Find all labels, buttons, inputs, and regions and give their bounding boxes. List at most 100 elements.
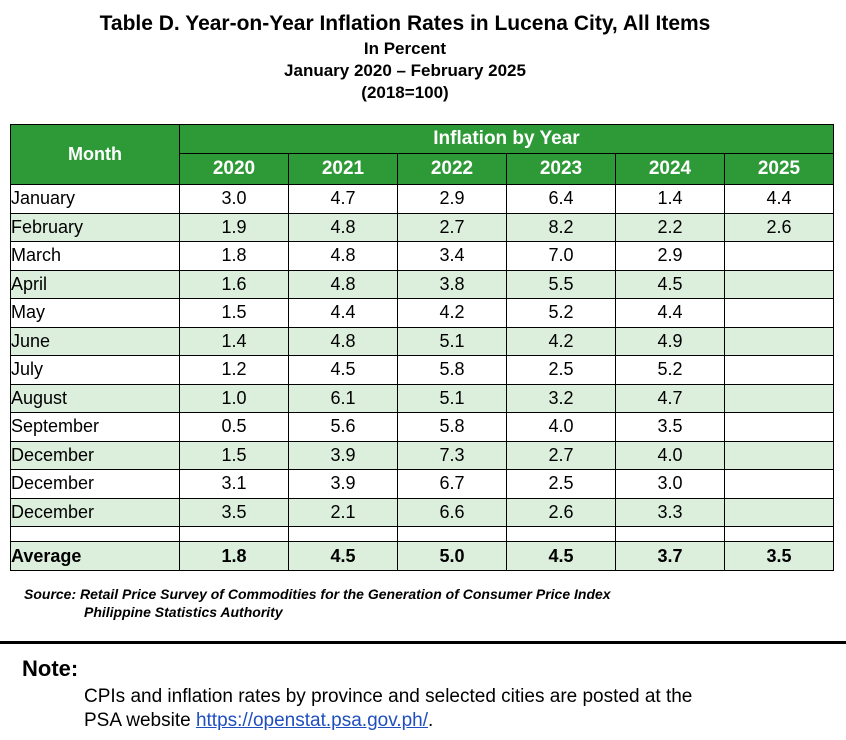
value-cell: 4.8 (288, 241, 398, 271)
value-cell: 3.9 (288, 469, 398, 499)
value-cell: 5.5 (506, 269, 616, 299)
month-cell: January (10, 184, 180, 214)
value-cell: 1.2 (179, 355, 289, 385)
value-cell: 2.2 (615, 212, 725, 242)
table-row: February 1.9 4.8 2.7 8.2 2.2 2.6 (10, 212, 834, 242)
average-value-cell: 5.0 (397, 541, 507, 571)
value-cell: 1.5 (179, 440, 289, 470)
table-row: December 3.1 3.9 6.7 2.5 3.0 (10, 469, 834, 499)
average-row: Average 1.8 4.5 5.0 4.5 3.7 3.5 (10, 541, 834, 571)
table-row: August 1.0 6.1 5.1 3.2 4.7 (10, 383, 834, 413)
value-cell: 1.0 (179, 383, 289, 413)
table-row: December 3.5 2.1 6.6 2.6 3.3 (10, 497, 834, 527)
value-cell: 1.6 (179, 269, 289, 299)
value-cell: 6.1 (288, 383, 398, 413)
empty-cell (179, 526, 289, 542)
value-cell: 3.0 (179, 184, 289, 214)
year-header: 2020 (179, 153, 289, 185)
table-subtitle-base: (2018=100) (361, 83, 449, 102)
value-cell: 7.0 (506, 241, 616, 271)
value-cell: 1.5 (179, 298, 289, 328)
empty-cell (724, 526, 834, 542)
month-column-header: Month (10, 124, 180, 185)
average-value-cell: 4.5 (506, 541, 616, 571)
average-value-cell: 3.7 (615, 541, 725, 571)
value-cell: 2.1 (288, 497, 398, 527)
empty-cell (506, 526, 616, 542)
month-cell: August (10, 383, 180, 413)
value-cell: 5.6 (288, 412, 398, 442)
average-value-cell: 1.8 (179, 541, 289, 571)
month-cell: April (10, 269, 180, 299)
value-cell (724, 440, 834, 470)
table-row: March 1.8 4.8 3.4 7.0 2.9 (10, 241, 834, 271)
value-cell: 2.6 (724, 212, 834, 242)
value-cell (724, 469, 834, 499)
note-body: CPIs and inflation rates by province and… (84, 685, 692, 733)
value-cell: 3.2 (506, 383, 616, 413)
value-cell: 4.9 (615, 326, 725, 356)
value-cell (724, 383, 834, 413)
value-cell: 4.5 (615, 269, 725, 299)
value-cell: 2.6 (506, 497, 616, 527)
month-cell: December (10, 469, 180, 499)
month-cell: March (10, 241, 180, 271)
value-cell: 8.2 (506, 212, 616, 242)
note-text-line1: CPIs and inflation rates by province and… (84, 686, 693, 707)
table-row: September 0.5 5.6 5.8 4.0 3.5 (10, 412, 834, 442)
note-text-suffix: . (427, 710, 434, 731)
value-cell: 3.9 (288, 440, 398, 470)
table-row: May 1.5 4.4 4.2 5.2 4.4 (10, 298, 834, 328)
note-heading: Note: (22, 656, 79, 681)
value-cell: 4.4 (288, 298, 398, 328)
value-cell: 3.8 (397, 269, 507, 299)
value-cell (724, 355, 834, 385)
value-cell: 4.2 (506, 326, 616, 356)
value-cell: 1.8 (179, 241, 289, 271)
value-cell (724, 298, 834, 328)
value-cell: 2.7 (397, 212, 507, 242)
value-cell: 4.7 (288, 184, 398, 214)
value-cell: 4.2 (397, 298, 507, 328)
value-cell: 2.7 (506, 440, 616, 470)
month-cell: September (10, 412, 180, 442)
month-cell: February (10, 212, 180, 242)
month-cell: June (10, 326, 180, 356)
value-cell: 5.1 (397, 383, 507, 413)
month-cell: December (10, 440, 180, 470)
average-value-cell: 3.5 (724, 541, 834, 571)
value-cell: 3.3 (615, 497, 725, 527)
value-cell: 4.8 (288, 326, 398, 356)
value-cell: 2.9 (615, 241, 725, 271)
value-cell: 0.5 (179, 412, 289, 442)
value-cell: 4.8 (288, 269, 398, 299)
table-subtitle-period: January 2020 – February 2025 (284, 61, 526, 80)
value-cell: 3.1 (179, 469, 289, 499)
value-cell: 1.4 (615, 184, 725, 214)
empty-cell (615, 526, 725, 542)
value-cell: 3.4 (397, 241, 507, 271)
value-cell: 2.5 (506, 469, 616, 499)
month-cell: December (10, 497, 180, 527)
month-cell: July (10, 355, 180, 385)
average-value-cell: 4.5 (288, 541, 398, 571)
value-cell (724, 497, 834, 527)
value-cell: 6.6 (397, 497, 507, 527)
year-header: 2022 (397, 153, 507, 185)
empty-cell (397, 526, 507, 542)
year-header: 2021 (288, 153, 398, 185)
value-cell (724, 326, 834, 356)
value-cell: 4.0 (506, 412, 616, 442)
value-cell: 1.9 (179, 212, 289, 242)
average-label: Average (10, 541, 180, 571)
table-title: Table D. Year-on-Year Inflation Rates in… (99, 12, 711, 35)
value-cell: 4.0 (615, 440, 725, 470)
inflation-by-year-header: Inflation by Year (179, 124, 834, 154)
year-header: 2024 (615, 153, 725, 185)
divider (0, 641, 846, 644)
table-title-block: Table D. Year-on-Year Inflation Rates in… (0, 10, 810, 104)
table-row: January 3.0 4.7 2.9 6.4 1.4 4.4 (10, 184, 834, 214)
table-subtitle-unit: In Percent (363, 39, 447, 58)
openstat-link[interactable]: https://openstat.psa.gov.ph/ (195, 710, 428, 731)
value-cell: 2.9 (397, 184, 507, 214)
